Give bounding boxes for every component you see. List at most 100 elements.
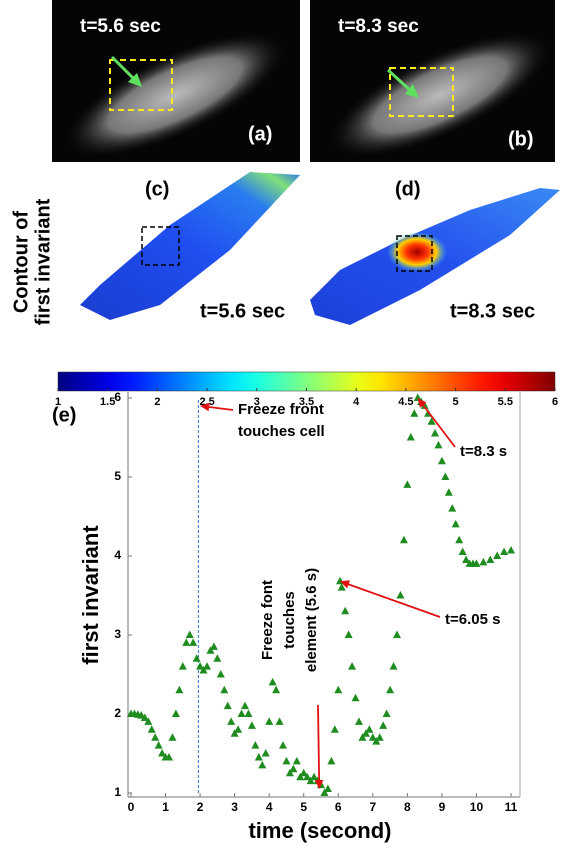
data-point <box>206 646 215 654</box>
data-point <box>147 725 156 733</box>
data-point <box>182 638 191 646</box>
data-point <box>289 764 298 773</box>
colorbar-tick-label: 2 <box>154 396 160 408</box>
x-tick-label: 0 <box>128 800 135 814</box>
x-tick-label: 11 <box>505 800 518 814</box>
data-point <box>479 557 488 566</box>
annotation-arrowhead <box>417 398 427 408</box>
data-point <box>244 709 253 717</box>
data-point <box>365 725 374 733</box>
x-tick-label: 3 <box>231 800 238 814</box>
data-point <box>268 677 277 686</box>
data-point <box>171 709 180 717</box>
data-point <box>220 685 229 694</box>
annotation-arrow <box>317 704 321 782</box>
data-point <box>420 401 429 409</box>
contour-c: (c) t=5.6 sec <box>80 172 300 322</box>
data-point <box>393 630 401 638</box>
annotation-text: Freeze front <box>238 401 324 418</box>
colorbar-tick-label: 3.5 <box>299 396 314 408</box>
annotation-text: t=8.3 s <box>460 443 507 460</box>
x-tick-label: 7 <box>369 800 376 814</box>
data-point <box>165 752 173 761</box>
data-point <box>379 721 388 729</box>
data-point <box>500 547 509 556</box>
data-point <box>185 630 194 638</box>
data-point <box>448 504 457 512</box>
data-point <box>230 729 239 737</box>
data-point <box>451 519 460 528</box>
image-b: t=8.3 sec (b) <box>310 0 555 162</box>
panel-label: (c) <box>145 178 169 200</box>
data-point <box>431 429 439 437</box>
annotation-text: Freeze font <box>259 580 276 660</box>
annotation-text: element (5.6 s) <box>303 568 320 672</box>
data-point <box>279 741 287 749</box>
data-point <box>455 535 464 544</box>
x-tick-label: 9 <box>439 800 446 814</box>
data-point <box>507 545 515 554</box>
data-point <box>472 559 481 567</box>
data-point <box>254 752 263 761</box>
data-point <box>368 733 377 741</box>
data-point <box>406 433 415 441</box>
data-point <box>348 662 357 670</box>
data-point <box>434 440 443 449</box>
x-tick-label: 8 <box>404 800 411 814</box>
data-point <box>337 583 346 591</box>
data-point <box>196 662 205 670</box>
data-point <box>303 772 312 781</box>
data-point <box>493 551 502 559</box>
data-point <box>237 709 246 717</box>
data-point <box>158 749 167 757</box>
annotation-arrowhead <box>200 402 210 412</box>
y-tick-label: 5 <box>114 469 121 483</box>
data-point <box>396 591 405 599</box>
colorbar-tick-label: 1 <box>55 396 61 408</box>
data-point <box>234 725 243 733</box>
data-point <box>341 606 350 615</box>
contour-d: (d) t=8.3 sec <box>310 178 560 325</box>
data-point <box>213 654 222 662</box>
data-point <box>258 760 267 769</box>
colorbar-tick-label: 6 <box>552 396 558 408</box>
annotation-arrow <box>421 403 456 448</box>
annotation-text: touches <box>281 591 298 649</box>
data-point <box>486 555 495 563</box>
x-tick-label: 10 <box>470 800 484 814</box>
data-point <box>261 749 270 757</box>
image-time: t=5.6 sec <box>80 16 161 37</box>
data-point <box>151 733 160 741</box>
data-point <box>275 717 284 725</box>
data-point <box>444 488 453 496</box>
panel-label: (a) <box>248 123 272 145</box>
data-point <box>285 768 294 777</box>
contour-ylabel: Contour of <box>10 211 32 314</box>
x-tick-label: 6 <box>335 800 342 814</box>
data-point <box>144 717 153 725</box>
data-point <box>437 456 446 465</box>
colorbar-tick-label: 4.5 <box>398 396 413 408</box>
data-point <box>389 662 398 670</box>
data-point <box>386 685 395 694</box>
data-point <box>310 772 319 781</box>
y-tick-label: 3 <box>114 627 121 641</box>
data-point <box>168 733 177 741</box>
image-time: t=8.3 sec <box>338 16 419 37</box>
x-axis-label: time (second) <box>248 818 391 843</box>
data-point <box>265 717 274 725</box>
data-point <box>358 733 367 741</box>
panel-label: (d) <box>395 178 421 200</box>
colorbar-tick-label: 5.5 <box>498 396 513 408</box>
data-point <box>323 784 332 793</box>
annotation-text: touches cell <box>238 423 325 440</box>
x-tick-label: 5 <box>300 800 307 814</box>
data-point <box>140 713 149 721</box>
y-tick-label: 1 <box>114 785 121 799</box>
y-tick-label: 6 <box>114 390 121 404</box>
data-point <box>296 772 305 781</box>
data-point <box>199 666 208 674</box>
data-point <box>403 480 412 488</box>
data-point <box>241 701 249 710</box>
